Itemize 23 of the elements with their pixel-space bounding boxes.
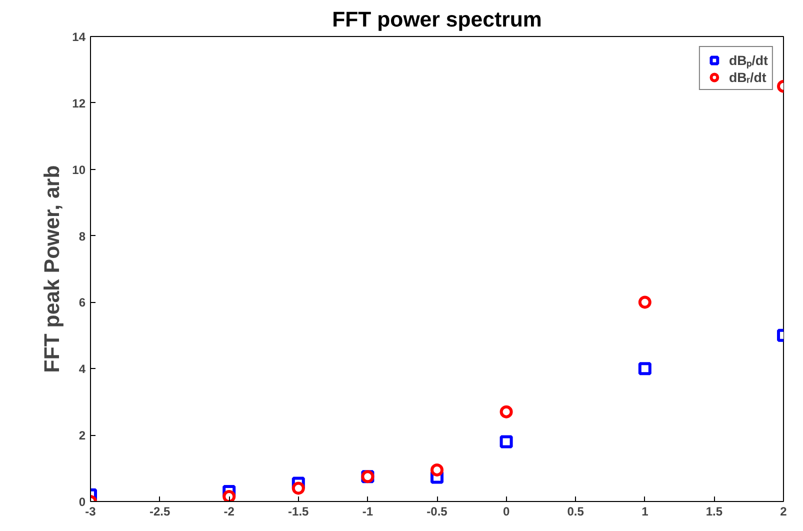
x-tick-label: -2 xyxy=(224,504,235,518)
x-tick-label: 0.5 xyxy=(567,504,584,518)
y-tick-label: 14 xyxy=(72,30,86,44)
y-axis-title: FFT peak Power, arb xyxy=(40,165,64,373)
x-tick-label: 1.5 xyxy=(706,504,723,518)
y-tick-label: 6 xyxy=(78,296,86,310)
y-tick-label: 4 xyxy=(78,362,86,376)
x-tick-label: -3 xyxy=(85,504,96,518)
x-tick-label: 1 xyxy=(642,504,649,518)
y-tick-label: 10 xyxy=(72,162,86,177)
y-tick-label: 12 xyxy=(72,96,86,110)
x-tick-label: -1 xyxy=(362,504,374,518)
legend-label: dBₚ/dt xyxy=(728,52,768,69)
y-tick-label: 0 xyxy=(78,495,86,509)
y-tick-label: 2 xyxy=(78,428,86,443)
legend-label: dBᵣ/dt xyxy=(728,69,766,85)
x-tick-label: -1.5 xyxy=(288,504,310,518)
chart-title: FFT power spectrum xyxy=(332,8,542,32)
x-tick-label: -2.5 xyxy=(149,504,170,518)
x-tick-label: 0 xyxy=(502,504,510,518)
x-tick-label: 2 xyxy=(780,504,788,518)
y-tick-label: 8 xyxy=(78,229,86,244)
x-tick-label: -0.5 xyxy=(426,504,448,518)
